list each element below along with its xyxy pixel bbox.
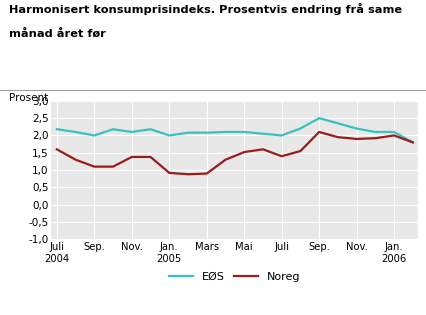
EØS <box>129 130 134 134</box>
EØS <box>409 140 414 144</box>
Line: EØS: EØS <box>57 118 412 142</box>
EØS <box>54 127 59 131</box>
EØS <box>316 116 321 120</box>
Noreg <box>260 147 265 151</box>
Noreg <box>297 149 302 153</box>
EØS <box>204 131 209 135</box>
Line: Noreg: Noreg <box>57 132 412 174</box>
Noreg <box>241 150 246 154</box>
Text: Harmonisert konsumprisindeks. Prosentvis endring frå same: Harmonisert konsumprisindeks. Prosentvis… <box>9 3 401 15</box>
EØS <box>148 127 153 131</box>
Noreg <box>222 158 227 162</box>
Text: Prosent: Prosent <box>9 93 48 103</box>
Noreg <box>148 155 153 159</box>
EØS <box>222 130 227 134</box>
Noreg <box>110 165 115 169</box>
Noreg <box>279 154 284 158</box>
Noreg <box>316 130 321 134</box>
EØS <box>166 134 171 137</box>
Noreg <box>391 134 396 137</box>
Noreg <box>334 135 340 139</box>
EØS <box>279 134 284 137</box>
Noreg <box>54 147 59 151</box>
EØS <box>353 127 358 130</box>
EØS <box>241 130 246 134</box>
EØS <box>334 121 340 125</box>
Noreg <box>73 158 78 162</box>
EØS <box>73 130 78 134</box>
EØS <box>372 130 377 134</box>
EØS <box>297 127 302 130</box>
Text: månad året før: månad året før <box>9 28 105 39</box>
Noreg <box>372 136 377 140</box>
Noreg <box>185 172 190 176</box>
Noreg <box>409 140 414 144</box>
EØS <box>391 130 396 134</box>
EØS <box>260 132 265 135</box>
EØS <box>92 134 97 137</box>
Noreg <box>166 171 171 175</box>
EØS <box>110 127 115 131</box>
Noreg <box>204 172 209 175</box>
Noreg <box>92 165 97 169</box>
Noreg <box>129 155 134 159</box>
Legend: EØS, Noreg: EØS, Noreg <box>164 268 305 287</box>
Noreg <box>353 137 358 141</box>
EØS <box>185 131 190 135</box>
